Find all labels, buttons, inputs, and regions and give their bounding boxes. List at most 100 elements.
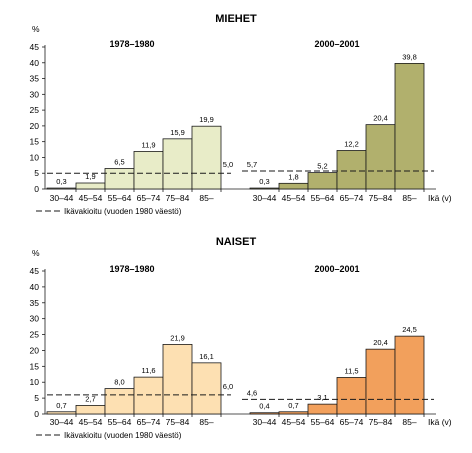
x-category-label: 65–74 [137,417,161,427]
y-tick-label: 40 [30,58,40,68]
age-standardized-value: 6,0 [223,382,233,391]
bar-value-label: 11,5 [344,366,358,375]
y-tick-label: 35 [30,74,40,84]
bar-value-label: 20,4 [373,114,388,123]
y-tick-label: 35 [30,298,40,308]
bar [394,335,425,415]
bar-value-label: 1,9 [85,172,95,181]
period-label: 2000–2001 [314,264,359,274]
x-category-label: 30–44 [50,193,74,203]
x-category-label: 65–74 [340,193,364,203]
y-tick-label: 15 [30,361,40,371]
x-category-label: 75–84 [166,417,190,427]
x-category-label: 45–54 [79,193,103,203]
bar-value-label: 12,2 [344,140,359,149]
bar [191,362,222,415]
bar [307,403,338,415]
bar-value-label: 0,4 [259,402,269,411]
y-tick-label: 30 [30,314,40,324]
panel-title: NAISET [216,236,257,248]
y-axis-unit: % [32,248,40,258]
bar [394,63,425,190]
y-tick-label: 25 [30,330,40,340]
bar [365,348,396,415]
bar [133,151,164,190]
age-standardized-value: 4,6 [247,388,257,397]
y-tick-label: 5 [34,168,39,178]
x-category-label: 45–54 [282,417,306,427]
x-category-label: 55–64 [108,193,132,203]
bar [249,412,280,415]
period-label: 1978–1980 [109,39,154,49]
x-category-label: 85– [402,417,416,427]
x-category-label: 55–64 [311,417,335,427]
bar [307,172,338,190]
y-tick-label: 20 [30,345,40,355]
bar-value-label: 20,4 [373,338,388,347]
x-axis-unit: Ikä (v) [428,193,452,203]
bar-value-label: 21,9 [170,333,185,342]
bar-value-label: 2,7 [85,394,95,403]
x-category-label: 45–54 [79,417,103,427]
x-category-label: 85– [402,193,416,203]
legend-label: Ikävakioitu (vuoden 1980 väestö) [64,431,182,440]
bar [104,168,135,190]
x-category-label: 75–84 [166,193,190,203]
y-tick-label: 10 [30,152,40,162]
x-category-label: 85– [199,193,213,203]
panel-title: MIEHET [215,13,257,25]
bar-value-label: 19,9 [199,115,214,124]
y-tick-label: 15 [30,137,40,147]
bar [133,376,164,415]
x-category-label: 65–74 [340,417,364,427]
bar [336,150,367,190]
bar [162,138,193,190]
x-category-label: 75–84 [369,417,393,427]
period-label: 1978–1980 [109,264,154,274]
y-tick-label: 10 [30,377,40,387]
bar [162,344,193,415]
period-label: 2000–2001 [314,39,359,49]
bar-value-label: 39,8 [402,52,417,61]
x-axis-unit: Ikä (v) [428,417,452,427]
x-category-label: 55–64 [108,417,132,427]
bar [104,388,135,415]
bar-value-label: 11,6 [141,366,155,375]
x-category-label: 55–64 [311,193,335,203]
age-standardized-value: 5,7 [247,160,257,169]
bar-value-label: 0,7 [288,401,298,410]
y-tick-label: 20 [30,121,40,131]
x-category-label: 45–54 [282,193,306,203]
bar [336,377,367,415]
y-tick-label: 45 [30,266,40,276]
x-category-label: 65–74 [137,193,161,203]
bar-value-label: 3,1 [317,393,327,402]
x-category-label: 75–84 [369,193,393,203]
legend-label: Ikävakioitu (vuoden 1980 väestö) [64,207,182,216]
bar-value-label: 15,9 [170,128,185,137]
bar-value-label: 0,7 [56,401,66,410]
bar-value-label: 5,2 [317,162,327,171]
x-category-label: 30–44 [50,417,74,427]
y-tick-label: 0 [34,184,39,194]
bar-value-label: 8,0 [114,378,124,387]
bar-value-label: 0,3 [56,177,66,186]
bar-value-label: 6,5 [114,157,124,166]
bar [365,124,396,190]
y-axis-unit: % [32,24,40,34]
y-tick-label: 40 [30,282,40,292]
y-tick-label: 30 [30,89,40,99]
bar-value-label: 0,3 [259,177,269,186]
bar [75,405,106,415]
bar-value-label: 24,5 [402,325,417,334]
y-tick-label: 5 [34,393,39,403]
bar [249,187,280,190]
x-category-label: 30–44 [253,417,277,427]
bar [46,411,77,415]
bar-value-label: 11,9 [141,140,155,149]
y-tick-label: 0 [34,409,39,419]
x-category-label: 85– [199,417,213,427]
age-standardized-value: 5,0 [223,160,233,169]
x-category-label: 30–44 [253,193,277,203]
